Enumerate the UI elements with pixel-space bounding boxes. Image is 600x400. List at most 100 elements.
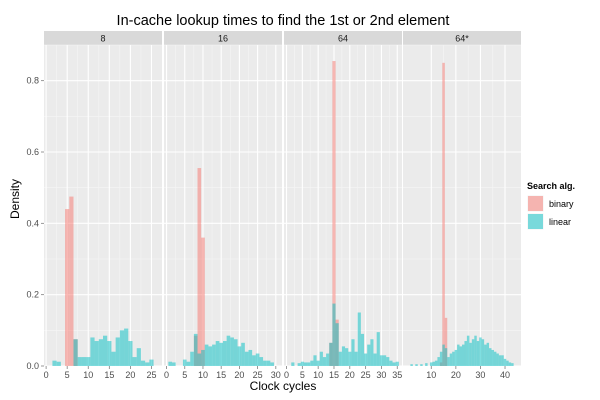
- bar-linear: [376, 332, 380, 366]
- bar-linear: [270, 362, 274, 366]
- bar-linear: [395, 361, 399, 366]
- facet-strip-label: 64: [338, 34, 348, 44]
- bar-linear: [73, 339, 78, 366]
- x-tick-label: 0: [44, 370, 49, 380]
- bar-linear: [197, 353, 202, 366]
- bar-linear: [319, 351, 323, 366]
- bar-linear: [351, 339, 355, 366]
- bar-linear: [464, 341, 467, 366]
- bar-linear: [489, 348, 492, 366]
- x-tick-label: 20: [234, 370, 244, 380]
- facet-strip: [44, 31, 162, 45]
- bar-linear: [300, 361, 304, 366]
- bar-linear: [434, 360, 438, 366]
- facet-panels: 8 0 5 10 15 20 25 16 0 5 10 15 20 25 30 64 0 5 10 15 20 25 30 3…: [44, 31, 521, 380]
- x-tick-label: 20: [125, 370, 135, 380]
- bar-linear: [486, 342, 490, 366]
- bar-linear: [107, 341, 112, 366]
- bar-linear: [481, 339, 485, 366]
- bar-linear: [252, 355, 256, 366]
- bar-linear: [491, 349, 494, 366]
- bar-linear: [457, 344, 460, 366]
- bar-linear: [383, 355, 387, 366]
- bar-linear: [367, 344, 371, 366]
- bar-linear: [506, 360, 509, 366]
- x-axis-title: Clock cycles: [250, 379, 317, 393]
- bar-binary: [65, 209, 70, 366]
- facet-strip: [284, 31, 402, 45]
- bar-linear: [430, 362, 433, 366]
- bar-linear: [476, 341, 480, 366]
- bar-linear: [215, 341, 220, 366]
- panel-background: [284, 45, 402, 366]
- x-tick-label: 15: [104, 370, 114, 380]
- bar-linear: [425, 363, 428, 366]
- bar-linear: [98, 339, 103, 366]
- x-tick-label: 10: [313, 370, 323, 380]
- bar-linear: [201, 349, 205, 366]
- bar-linear: [81, 357, 87, 366]
- x-tick-label: 10: [426, 370, 436, 380]
- facet-strip: [403, 31, 521, 45]
- bar-linear: [392, 362, 396, 366]
- bar-linear: [364, 353, 368, 366]
- legend-key-binary: [528, 196, 543, 211]
- bar-linear: [56, 361, 61, 366]
- bar-linear: [186, 361, 191, 366]
- x-tick-label: 40: [500, 370, 510, 380]
- panel-background: [403, 45, 521, 366]
- bar-linear: [338, 351, 342, 366]
- bar-linear: [357, 312, 361, 366]
- bar-linear: [316, 360, 320, 366]
- bar-linear: [386, 357, 390, 366]
- bar-linear: [223, 341, 227, 366]
- bar-linear: [326, 353, 330, 366]
- legend-label: linear: [549, 217, 571, 227]
- y-axis-title: Density: [8, 179, 22, 219]
- bar-binary: [332, 61, 336, 367]
- bar-linear: [230, 337, 234, 366]
- x-tick-label: 20: [451, 370, 461, 380]
- bar-linear: [459, 346, 462, 366]
- bar-linear: [442, 344, 445, 366]
- bar-linear: [462, 344, 465, 366]
- bar-linear: [310, 360, 314, 366]
- bar-linear: [420, 364, 423, 366]
- facet-panel-1: 16 0 5 10 15 20 25 30: [164, 31, 282, 380]
- bar-linear: [136, 348, 141, 366]
- bar-linear: [86, 357, 91, 366]
- legend-key-linear: [528, 214, 543, 229]
- bar-linear: [212, 344, 216, 366]
- x-tick-label: 0: [284, 370, 289, 380]
- bar-linear: [233, 339, 238, 366]
- bar-binary: [442, 62, 445, 366]
- bar-linear: [208, 346, 213, 366]
- bar-linear: [90, 337, 95, 366]
- x-tick-label: 15: [329, 370, 339, 380]
- y-tick-label: 0.8: [26, 76, 39, 86]
- bar-linear: [52, 360, 57, 366]
- bar-linear: [415, 364, 418, 366]
- bar-linear: [354, 351, 358, 366]
- bar-linear: [511, 363, 514, 366]
- bar-linear: [452, 351, 455, 366]
- facet-strip: [164, 31, 282, 45]
- bar-linear: [190, 351, 194, 366]
- bar-linear: [128, 341, 133, 366]
- bar-linear: [348, 351, 352, 366]
- bar-linear: [266, 360, 271, 366]
- bar-linear: [341, 346, 346, 366]
- bar-linear: [297, 363, 301, 366]
- x-tick-label: 35: [392, 370, 402, 380]
- bar-linear: [437, 357, 440, 366]
- y-tick-label: 0.6: [26, 147, 39, 157]
- bar-linear: [115, 337, 120, 366]
- bar-linear: [111, 351, 116, 366]
- bar-linear: [474, 335, 477, 366]
- bar-binary: [444, 317, 448, 366]
- bar-linear: [345, 348, 349, 366]
- x-tick-label: 30: [271, 370, 281, 380]
- bar-linear: [496, 353, 499, 366]
- bar-linear: [469, 342, 472, 366]
- bar-linear: [132, 357, 137, 366]
